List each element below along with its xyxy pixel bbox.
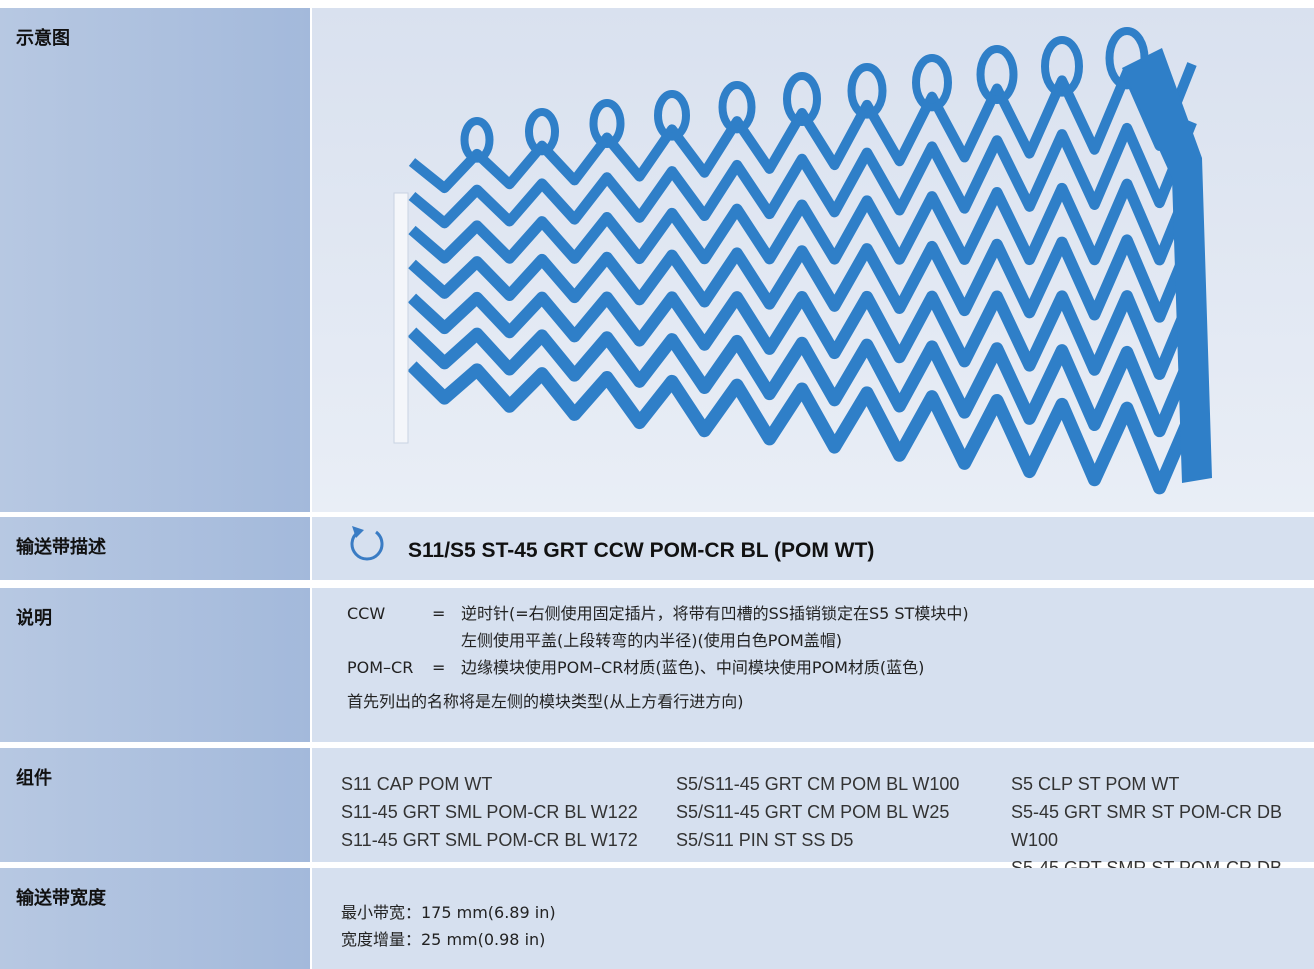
component: S5/S11 PIN ST SS D5 [676, 830, 854, 850]
component: S11-45 GRT SML POM-CR BL W172 [341, 830, 638, 850]
belt-shape [783, 72, 821, 126]
value-cell: S11 CAP POM WT S11-45 GRT SML POM-CR BL W… [312, 748, 1314, 906]
value-cell: 最小带宽：175 mm(6.89 in) 宽度增量：25 mm(0.98 in) [312, 868, 1314, 969]
belt-shape [976, 45, 1018, 104]
belt-shape [407, 327, 1198, 438]
image-cell [312, 8, 1314, 512]
row-label: 输送带描述 [0, 517, 310, 580]
row-label: 示意图 [0, 8, 310, 512]
value-cell: S11/S5 ST-45 GRT CCW POM-CR BL (POM WT) [312, 517, 1314, 580]
term: CCW [347, 604, 386, 623]
belt-shape [1041, 35, 1083, 97]
component-column: S5/S11-45 GRT CM POM BL W100 S5/S11-45 GR… [676, 770, 959, 854]
ccw-icon [350, 526, 384, 561]
definition: 逆时针(=右侧使用固定插片，将带有凹槽的SS插销锁定在S5 ST模块中) [461, 604, 969, 623]
component: S11 CAP POM WT [341, 774, 493, 794]
component-column: S11 CAP POM WT S11-45 GRT SML POM-CR BL W… [341, 770, 638, 854]
width-line: 最小带宽：175 mm(6.89 in) [341, 903, 556, 922]
separator: = [432, 604, 446, 623]
component: S5/S11-45 GRT CM POM BL W100 [676, 774, 960, 794]
component: S5 CLP ST POM WT [1011, 774, 1180, 794]
belt-shape [654, 90, 690, 141]
belt-description: S11/S5 ST-45 GRT CCW POM-CR BL (POM WT) [408, 539, 875, 562]
belt-shape [589, 99, 625, 148]
belt-shape [847, 63, 887, 119]
row-label: 输送带宽度 [0, 868, 310, 969]
row-label: 说明 [0, 588, 310, 742]
separator: = [432, 658, 446, 677]
belt-shape [408, 62, 1197, 194]
width-line: 宽度增量：25 mm(0.98 in) [341, 930, 546, 949]
belt-shape [408, 234, 1198, 323]
component: S5-45 GRT SMR ST POM-CR DB W100 [1011, 802, 1283, 850]
belt-shape [1122, 48, 1212, 483]
belt-shape [408, 177, 1198, 266]
value-cell: CCW = 逆时针(=右侧使用固定插片，将带有凹槽的SS插销锁定在S5 ST模块… [312, 588, 1314, 742]
definition: 边缘模块使用POM–CR材质(蓝色)、中间模块使用POM材质(蓝色) [461, 658, 925, 677]
component: S11-45 GRT SML POM-CR BL W122 [341, 802, 638, 822]
component: S5/S11-45 GRT CM POM BL W25 [676, 802, 950, 822]
belt-shape [460, 116, 494, 163]
note: 首先列出的名称将是左侧的模块类型(从上方看行进方向) [347, 692, 744, 711]
belt-shape [912, 54, 952, 112]
belt-shape [407, 361, 1198, 495]
belt-shape [393, 192, 409, 444]
belt-shape [718, 81, 756, 134]
belt-shape [408, 120, 1197, 229]
belt-shape [525, 108, 559, 156]
row-label: 组件 [0, 748, 310, 862]
belt-shape [407, 290, 1198, 380]
definition: 左侧使用平盖(上段转弯的内半径)(使用白色POM盖帽) [461, 631, 843, 650]
term: POM–CR [347, 658, 414, 677]
belt-illustration [393, 27, 1212, 495]
